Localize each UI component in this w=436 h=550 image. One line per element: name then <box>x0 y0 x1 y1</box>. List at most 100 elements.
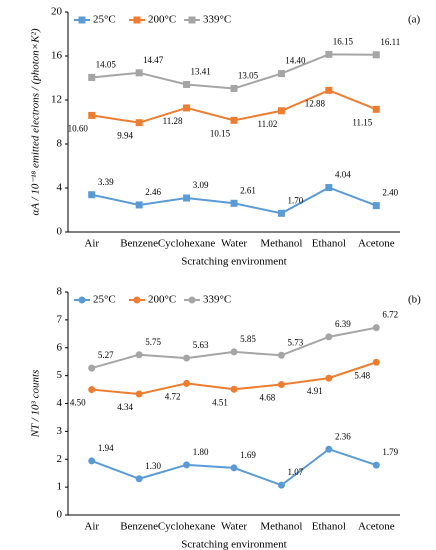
y-tick-label: 12 <box>51 94 62 106</box>
data-label: 14.05 <box>96 60 117 70</box>
point <box>325 50 333 58</box>
data-label: 4.51 <box>212 397 228 407</box>
data-label: 14.40 <box>285 56 306 66</box>
point <box>183 80 191 88</box>
y-tick-label: 2 <box>57 453 63 465</box>
data-label: 16.15 <box>333 36 354 46</box>
x-tick-label: Ethanol <box>312 521 346 533</box>
x-tick-label: Methanol <box>260 521 302 533</box>
point <box>277 481 285 489</box>
point <box>135 390 143 398</box>
data-label: 4.34 <box>117 402 133 412</box>
x-axis-label: Scratching environment <box>181 539 286 550</box>
data-label: 11.02 <box>257 119 277 129</box>
point <box>88 386 96 394</box>
data-label: 11.15 <box>352 117 372 127</box>
point <box>277 381 285 389</box>
legend-label: 200°C <box>148 294 176 306</box>
y-tick-label: 8 <box>57 286 63 298</box>
data-label: 12.88 <box>305 98 326 108</box>
point <box>372 324 380 332</box>
point <box>88 364 96 372</box>
point <box>183 461 191 469</box>
point <box>135 475 143 483</box>
data-label: 2.36 <box>335 431 351 441</box>
point <box>230 348 238 356</box>
data-label: 4.04 <box>335 170 351 180</box>
legend-marker <box>188 16 196 24</box>
point <box>325 445 333 453</box>
point <box>372 105 380 113</box>
point <box>372 202 380 210</box>
data-label: 1.79 <box>382 447 398 457</box>
data-label: 5.48 <box>354 370 370 380</box>
data-label: 9.94 <box>117 131 133 141</box>
y-tick-label: 4 <box>57 397 63 409</box>
data-label: 3.09 <box>193 180 209 190</box>
y-tick-label: 0 <box>57 509 63 521</box>
point <box>230 84 238 92</box>
series-line <box>91 326 377 370</box>
data-label: 4.50 <box>70 398 86 408</box>
point <box>230 116 238 124</box>
legend-label: 339°C <box>203 294 231 306</box>
point <box>230 199 238 207</box>
y-tick-label: 0 <box>57 226 63 238</box>
point <box>277 351 285 359</box>
x-tick-label: Benzene <box>120 238 158 250</box>
data-label: 1.69 <box>240 450 256 460</box>
y-tick-label: 20 <box>51 6 63 18</box>
point <box>135 69 143 77</box>
data-label: 2.61 <box>240 185 256 195</box>
data-label: 14.47 <box>143 55 164 65</box>
y-tick-label: 16 <box>51 50 63 62</box>
point <box>88 457 96 465</box>
data-label: 10.60 <box>68 123 89 133</box>
point <box>183 194 191 202</box>
x-tick-label: Acetone <box>358 238 395 250</box>
legend-label: 25°C <box>93 294 116 306</box>
y-tick-label: 3 <box>57 425 63 437</box>
data-label: 4.68 <box>260 393 276 403</box>
point <box>325 333 333 341</box>
legend-marker <box>188 296 196 304</box>
y-tick-label: 5 <box>57 369 63 381</box>
point <box>183 354 191 362</box>
legend-label: 339°C <box>203 14 231 26</box>
data-label: 5.73 <box>288 337 304 347</box>
data-label: 5.75 <box>145 337 161 347</box>
x-tick-label: Cyclohexane <box>158 238 216 250</box>
panel-label: (b) <box>408 294 421 306</box>
data-label: 1.80 <box>193 447 209 457</box>
data-label: 6.72 <box>382 310 398 320</box>
point <box>372 358 380 366</box>
data-label: 1.70 <box>288 195 304 205</box>
point <box>230 385 238 393</box>
point <box>325 374 333 382</box>
data-label: 13.41 <box>190 67 210 77</box>
point <box>372 51 380 59</box>
data-label: 1.07 <box>288 467 304 477</box>
data-label: 13.05 <box>238 71 259 81</box>
point <box>372 461 380 469</box>
point <box>230 464 238 472</box>
data-label: 2.46 <box>145 187 161 197</box>
legend-label: 25°C <box>93 14 116 26</box>
y-tick-label: 4 <box>57 182 63 194</box>
data-label: 4.91 <box>307 386 323 396</box>
data-label: 5.85 <box>240 334 256 344</box>
data-label: 5.27 <box>98 350 114 360</box>
x-tick-label: Water <box>221 521 247 533</box>
x-tick-label: Air <box>84 521 99 533</box>
legend-marker <box>78 16 86 24</box>
point <box>135 351 143 359</box>
x-tick-label: Benzene <box>120 521 158 533</box>
data-label: 16.11 <box>380 37 400 47</box>
point <box>277 107 285 115</box>
data-label: 1.30 <box>145 461 161 471</box>
point <box>88 191 96 199</box>
point <box>135 201 143 209</box>
legend-marker <box>133 296 141 304</box>
y-tick-label: 6 <box>57 341 63 353</box>
